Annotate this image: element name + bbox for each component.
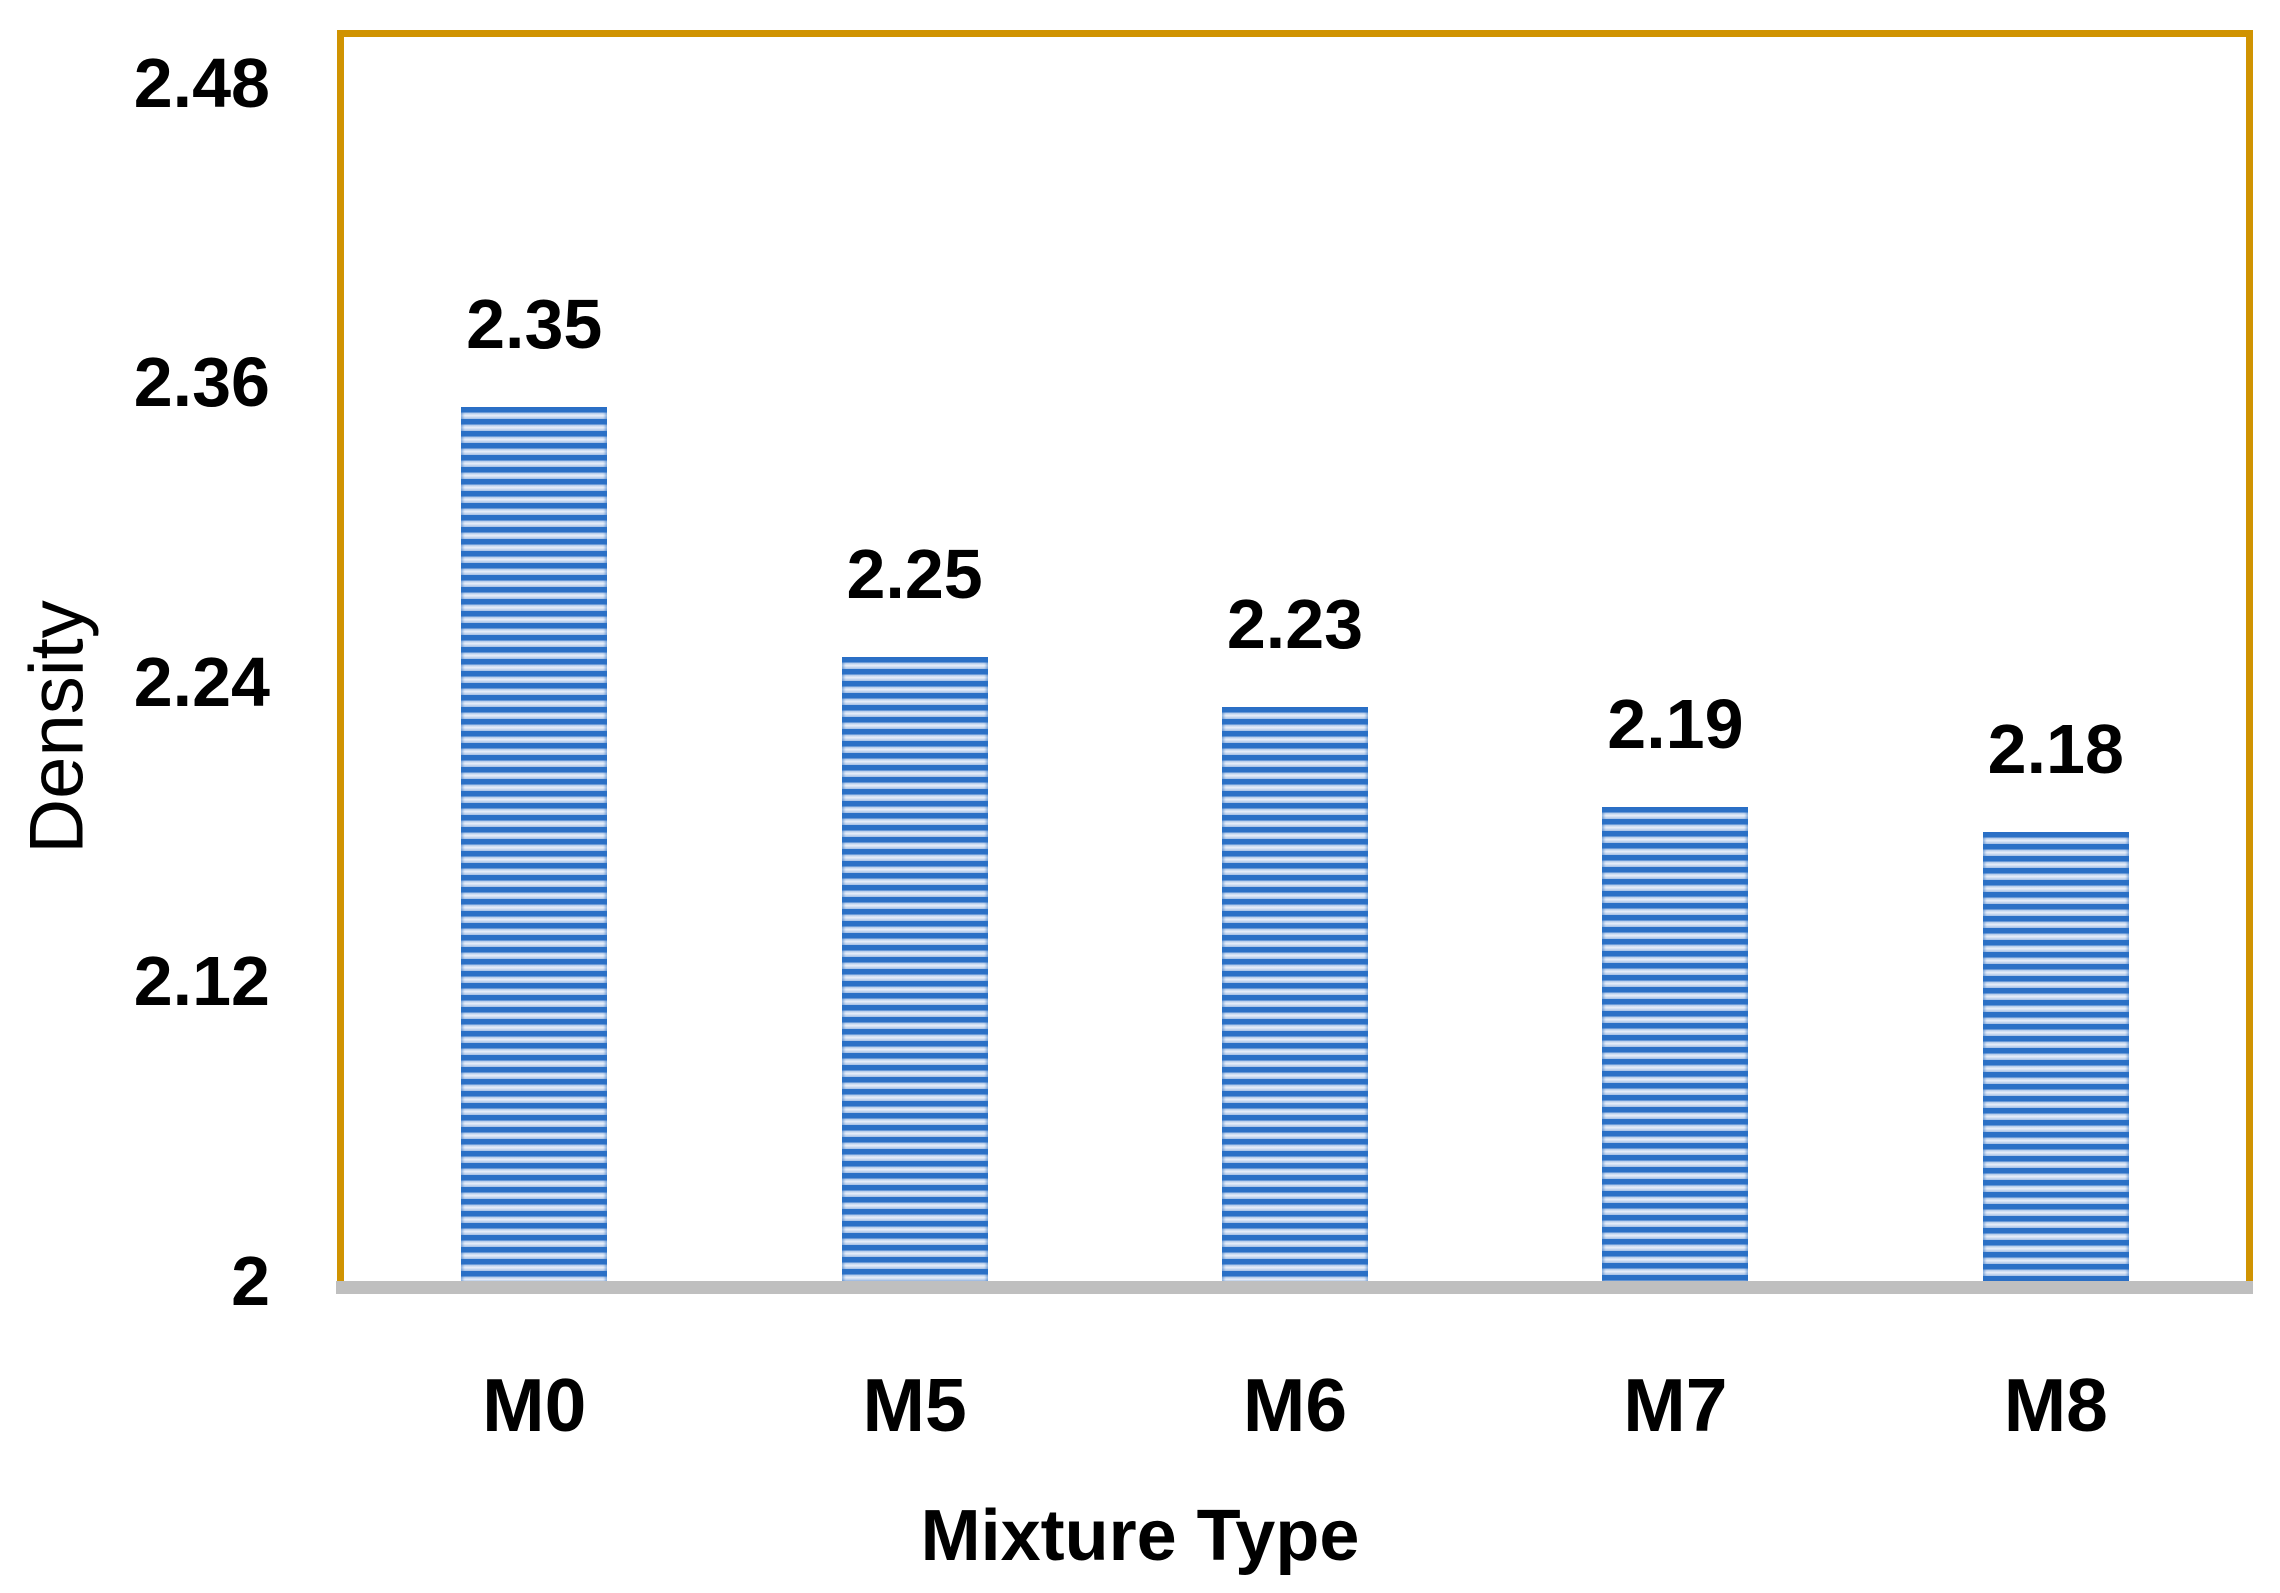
- x-axis-title: Mixture Type: [920, 1496, 1360, 1576]
- x-tick-label-M8: M8: [2003, 1363, 2108, 1447]
- bar-value-label: 2.25: [846, 535, 983, 613]
- bar-M0: [461, 407, 608, 1281]
- bar-M5: [841, 657, 988, 1281]
- y-tick-label-2.36: 2.36: [133, 343, 270, 422]
- bar-value-label: 2.18: [1987, 709, 2124, 788]
- y-tick-label-2: 2: [231, 1242, 270, 1320]
- x-tick-label-M6: M6: [1242, 1363, 1348, 1447]
- bar-M7: [1602, 806, 1749, 1281]
- bar-M8: [1982, 831, 2129, 1281]
- bar-value-label: 2.23: [1226, 584, 1364, 663]
- bar-M6: [1222, 706, 1368, 1281]
- y-tick-label-2.48: 2.48: [133, 43, 270, 122]
- x-tick-label-M7: M7: [1623, 1363, 1728, 1447]
- bar-value-label: 2.35: [466, 285, 603, 364]
- x-tick-label-M5: M5: [862, 1363, 967, 1447]
- y-tick-label-2.12: 2.12: [133, 942, 270, 1021]
- y-tick-label-2.24: 2.24: [133, 642, 270, 721]
- bar-value-label: 2.19: [1607, 684, 1744, 763]
- x-tick-label-M0: M0: [482, 1363, 587, 1447]
- y-axis-title: Density: [14, 600, 100, 854]
- x-axis-line: [336, 1281, 2253, 1294]
